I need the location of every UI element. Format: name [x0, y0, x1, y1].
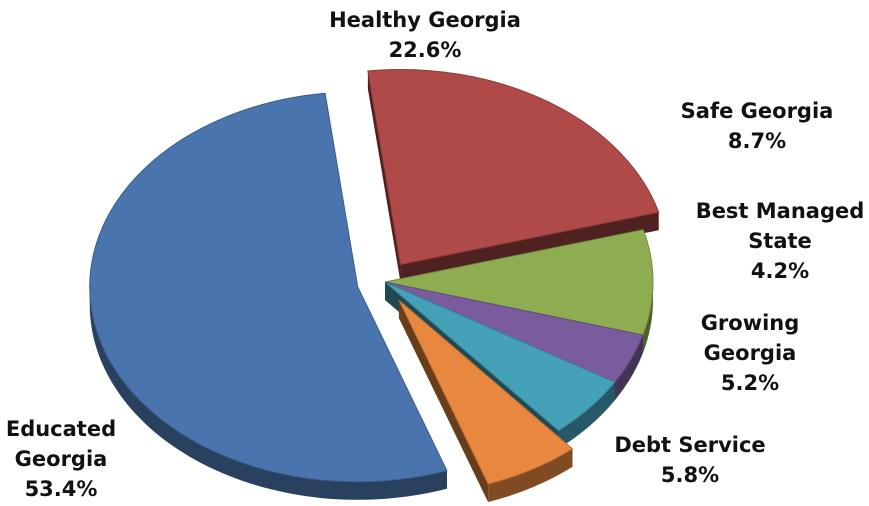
slice-name-line2: State: [748, 229, 812, 253]
slice-rim: [558, 382, 615, 449]
slice-name: Growing: [700, 311, 800, 335]
pie-slice-growing-georgia: [384, 281, 616, 432]
slice-value: 5.2%: [720, 371, 780, 395]
slice-side-face: [367, 70, 401, 283]
pie-slice-safe-georgia: [384, 229, 654, 336]
slice-rim: [642, 282, 653, 354]
slice-rim: [488, 448, 573, 503]
label-safe-georgia: Safe Georgia 8.7%: [662, 96, 852, 156]
slice-value: 22.6%: [388, 38, 462, 62]
slice-name: Healthy Georgia: [329, 8, 521, 32]
label-educated-georgia: Educated Georgia 53.4%: [0, 414, 122, 504]
slice-side-face: [400, 212, 659, 283]
label-debt-service: Debt Service 5.8%: [600, 430, 780, 490]
slice-name: Educated: [5, 417, 117, 441]
pie-slice-educated-georgia: [89, 92, 448, 483]
pie-tops: [89, 69, 660, 485]
slice-name-line2: Georgia: [703, 341, 797, 365]
slice-value: 4.2%: [750, 259, 810, 283]
slice-name: Debt Service: [614, 433, 766, 457]
slice-value: 53.4%: [24, 477, 98, 501]
label-healthy-georgia: Healthy Georgia 22.6%: [305, 5, 545, 65]
slice-value: 5.8%: [660, 463, 720, 487]
label-growing-georgia: Growing Georgia 5.2%: [680, 308, 820, 398]
slice-name: Safe Georgia: [680, 99, 834, 123]
slice-value: 8.7%: [727, 129, 787, 153]
slice-rim: [89, 286, 447, 500]
pie-slice-debt-service: [398, 299, 574, 485]
label-best-managed-state: Best Managed State 4.2%: [690, 196, 869, 286]
pie-slice-healthy-georgia: [367, 69, 660, 266]
slice-name-line2: Georgia: [14, 447, 108, 471]
slice-name: Best Managed: [695, 199, 865, 223]
slice-side-face: [398, 300, 489, 503]
